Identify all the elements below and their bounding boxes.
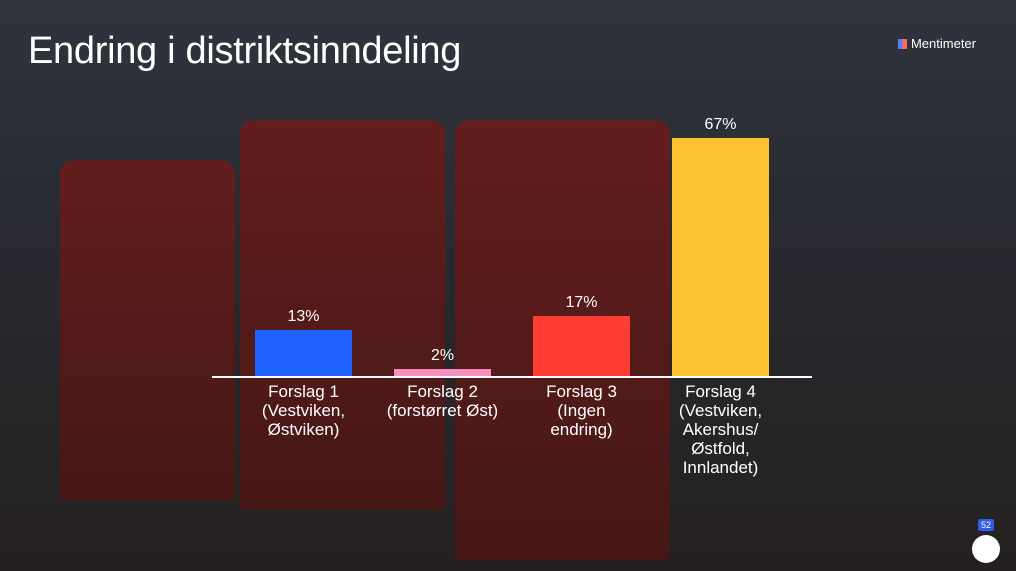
participant-count: 52 xyxy=(977,519,994,531)
value-label: 2% xyxy=(430,346,455,364)
category-label: Forslag 4 (Vestviken, Akershus/ Østfold,… xyxy=(678,382,763,477)
bar xyxy=(394,368,491,376)
postbox xyxy=(240,120,445,510)
category-label: Forslag 1 (Vestviken, Østviken) xyxy=(261,382,346,439)
baseline xyxy=(212,376,812,378)
category-label: Forslag 3 (Ingen endring) xyxy=(546,382,617,439)
chart-title: Endring i distriktsinndeling xyxy=(28,30,462,72)
participant-icon xyxy=(972,535,1000,563)
value-label: 13% xyxy=(287,307,320,325)
bar xyxy=(533,315,630,376)
value-label: 17% xyxy=(565,293,598,311)
bar xyxy=(672,138,769,376)
brand: Mentimeter xyxy=(898,36,976,51)
value-label: 67% xyxy=(704,116,737,134)
category-label: Forslag 2 (forstørret Øst) xyxy=(386,382,499,420)
postbox xyxy=(60,160,235,500)
bar xyxy=(255,329,352,376)
